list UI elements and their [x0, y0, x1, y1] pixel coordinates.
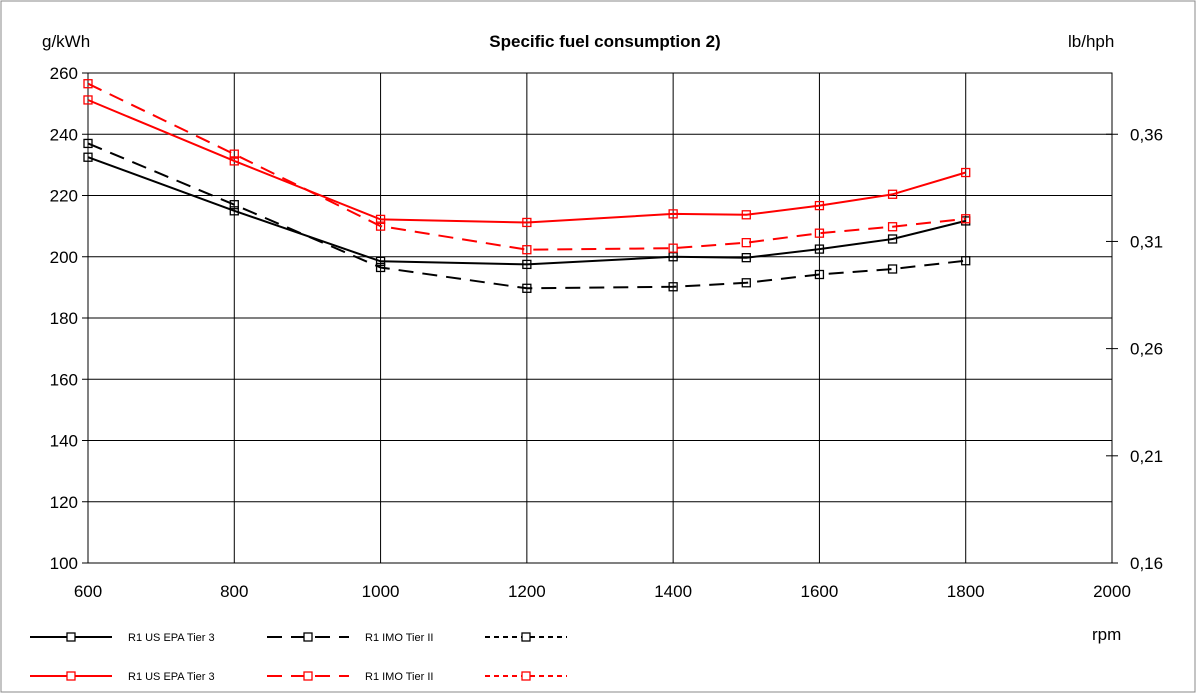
- data-point-marker: [887, 264, 898, 274]
- series-line: [87, 156, 966, 266]
- series-line: [87, 99, 966, 224]
- y-left-tick-label: 240: [50, 125, 78, 144]
- data-point-marker: [375, 214, 386, 225]
- y-right-tick-label: 0,36: [1130, 125, 1163, 144]
- legend: R1 US EPA Tier 3 R1 IMO Tier II R1 US EPA …: [30, 632, 567, 683]
- series-lines: [83, 79, 971, 293]
- x-tick-label: 2000: [1093, 582, 1131, 601]
- y-right-tick-label: 0,16: [1130, 554, 1163, 573]
- y-left-tick-label: 100: [50, 554, 78, 573]
- data-point-marker: [229, 156, 239, 166]
- y-axis-right-unit: lb/hph: [1068, 32, 1114, 51]
- data-point-marker: [741, 210, 751, 220]
- data-point-marker: [961, 214, 971, 224]
- y-left-tick-label: 160: [50, 370, 78, 389]
- series-line: [87, 142, 966, 290]
- axes: 600 800 1000 1200 1400 1600 1800 2000 100 120 140 1…: [50, 64, 1163, 601]
- data-point-marker: [375, 256, 386, 266]
- data-point-marker: [522, 259, 532, 270]
- legend-marker: [521, 671, 531, 681]
- data-point-marker: [229, 206, 239, 216]
- data-point-marker: [83, 138, 93, 149]
- data-point-marker: [522, 283, 532, 293]
- data-point-marker: [83, 95, 93, 105]
- legend-marker: [521, 632, 531, 642]
- data-point-marker: [668, 209, 678, 219]
- data-point-marker: [887, 234, 898, 244]
- y-left-tick-label: 180: [50, 309, 78, 328]
- data-point-marker: [961, 256, 971, 266]
- x-tick-label: 1600: [801, 582, 839, 601]
- legend-label: R1 US EPA Tier 3: [128, 632, 215, 644]
- data-point-marker: [83, 79, 93, 89]
- data-point-marker: [668, 243, 678, 253]
- legend-label: R1 IMO Tier II: [365, 671, 433, 683]
- data-point-marker: [741, 278, 751, 288]
- legend-marker: [303, 632, 313, 642]
- y-axis-left-unit: g/kWh: [42, 32, 90, 51]
- x-tick-label: 600: [74, 582, 102, 601]
- x-tick-label: 1400: [654, 582, 692, 601]
- data-point-marker: [961, 167, 971, 178]
- data-point-marker: [741, 253, 751, 263]
- data-point-marker: [83, 152, 93, 162]
- legend-label: R1 IMO Tier II: [365, 632, 433, 644]
- chart-title: Specific fuel consumption 2): [489, 32, 720, 51]
- data-point-marker: [375, 221, 386, 231]
- y-left-tick-label: 200: [50, 248, 78, 267]
- y-right-tick-label: 0,31: [1130, 232, 1163, 251]
- series-line: [87, 82, 966, 251]
- data-point-marker: [814, 244, 825, 254]
- data-point-marker: [741, 238, 751, 248]
- data-point-marker: [814, 228, 825, 238]
- x-tick-label: 1200: [508, 582, 546, 601]
- data-point-marker: [814, 200, 825, 211]
- y-left-tick-label: 220: [50, 187, 78, 206]
- data-point-marker: [814, 269, 825, 280]
- data-point-marker: [229, 149, 239, 159]
- data-point-marker: [229, 200, 239, 210]
- data-point-marker: [887, 222, 898, 232]
- data-point-marker: [522, 245, 532, 255]
- y-left-tick-label: 120: [50, 493, 78, 512]
- data-point-marker: [668, 282, 678, 292]
- legend-marker: [66, 671, 76, 681]
- y-right-tick-label: 0,26: [1130, 340, 1163, 359]
- data-point-marker: [887, 189, 898, 199]
- legend-marker: [66, 632, 76, 642]
- y-left-tick-label: 140: [50, 432, 78, 451]
- data-point-marker: [522, 217, 532, 228]
- legend-marker: [303, 671, 313, 681]
- x-axis-unit: rpm: [1092, 625, 1121, 644]
- y-right-tick-label: 0,21: [1130, 447, 1163, 466]
- x-tick-label: 1800: [947, 582, 985, 601]
- y-left-tick-label: 260: [50, 64, 78, 83]
- data-point-marker: [375, 262, 386, 273]
- legend-label: R1 US EPA Tier 3: [128, 671, 215, 683]
- x-tick-label: 1000: [362, 582, 400, 601]
- x-tick-label: 800: [220, 582, 248, 601]
- grid: [87, 72, 1113, 564]
